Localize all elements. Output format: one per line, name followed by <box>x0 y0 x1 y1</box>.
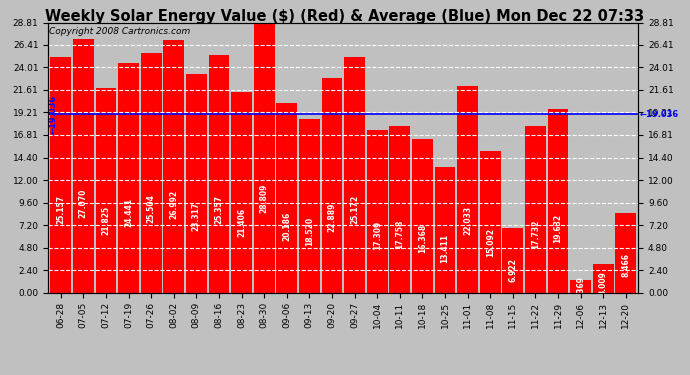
Bar <box>73 39 94 292</box>
Bar <box>50 57 71 292</box>
Text: ←19.036: ←19.036 <box>48 94 57 134</box>
Bar <box>412 139 433 292</box>
Text: 16.368: 16.368 <box>418 224 427 254</box>
Bar <box>457 86 478 292</box>
Bar <box>344 57 365 292</box>
Text: 19.632: 19.632 <box>553 213 562 243</box>
Text: 24.441: 24.441 <box>124 198 133 227</box>
Text: 25.157: 25.157 <box>56 195 66 225</box>
Text: 1.369: 1.369 <box>576 276 585 300</box>
Text: 25.504: 25.504 <box>147 194 156 223</box>
Text: Weekly Solar Energy Value ($) (Red) & Average (Blue) Mon Dec 22 07:33: Weekly Solar Energy Value ($) (Red) & Av… <box>46 9 644 24</box>
Bar <box>570 280 591 292</box>
Text: 22.033: 22.033 <box>463 206 472 235</box>
Bar <box>389 126 410 292</box>
Bar <box>254 22 275 292</box>
Text: 17.758: 17.758 <box>395 220 404 249</box>
Bar <box>141 54 161 292</box>
Bar <box>164 39 184 292</box>
Text: 22.889: 22.889 <box>328 203 337 232</box>
Text: 27.070: 27.070 <box>79 189 88 218</box>
Bar <box>208 55 229 292</box>
Text: 6.922: 6.922 <box>509 258 518 282</box>
Bar <box>186 74 207 292</box>
Bar <box>525 126 546 292</box>
Bar <box>435 167 455 292</box>
Text: 21.406: 21.406 <box>237 208 246 237</box>
Text: ←19.036: ←19.036 <box>640 110 679 118</box>
Text: 18.520: 18.520 <box>305 217 314 246</box>
Bar <box>299 119 319 292</box>
Text: 28.809: 28.809 <box>259 183 268 213</box>
Bar <box>322 78 342 292</box>
Text: 15.092: 15.092 <box>486 228 495 258</box>
Bar <box>548 108 569 292</box>
Text: 20.186: 20.186 <box>282 211 291 241</box>
Bar <box>231 92 252 292</box>
Text: Copyright 2008 Cartronics.com: Copyright 2008 Cartronics.com <box>50 27 190 36</box>
Text: 3.009: 3.009 <box>599 271 608 295</box>
Bar <box>502 228 523 292</box>
Bar <box>480 151 501 292</box>
Bar <box>367 130 388 292</box>
Bar <box>615 213 636 292</box>
Text: 8.466: 8.466 <box>621 253 631 277</box>
Bar <box>277 104 297 292</box>
Text: 21.825: 21.825 <box>101 206 110 236</box>
Bar <box>118 63 139 292</box>
Bar <box>593 264 613 292</box>
Bar <box>95 88 117 292</box>
Text: 17.309: 17.309 <box>373 221 382 251</box>
Text: 23.317: 23.317 <box>192 201 201 231</box>
Text: 25.357: 25.357 <box>215 195 224 224</box>
Text: 13.411: 13.411 <box>440 234 449 263</box>
Text: 26.992: 26.992 <box>169 189 178 219</box>
Text: 25.172: 25.172 <box>350 195 359 225</box>
Text: 17.732: 17.732 <box>531 220 540 249</box>
